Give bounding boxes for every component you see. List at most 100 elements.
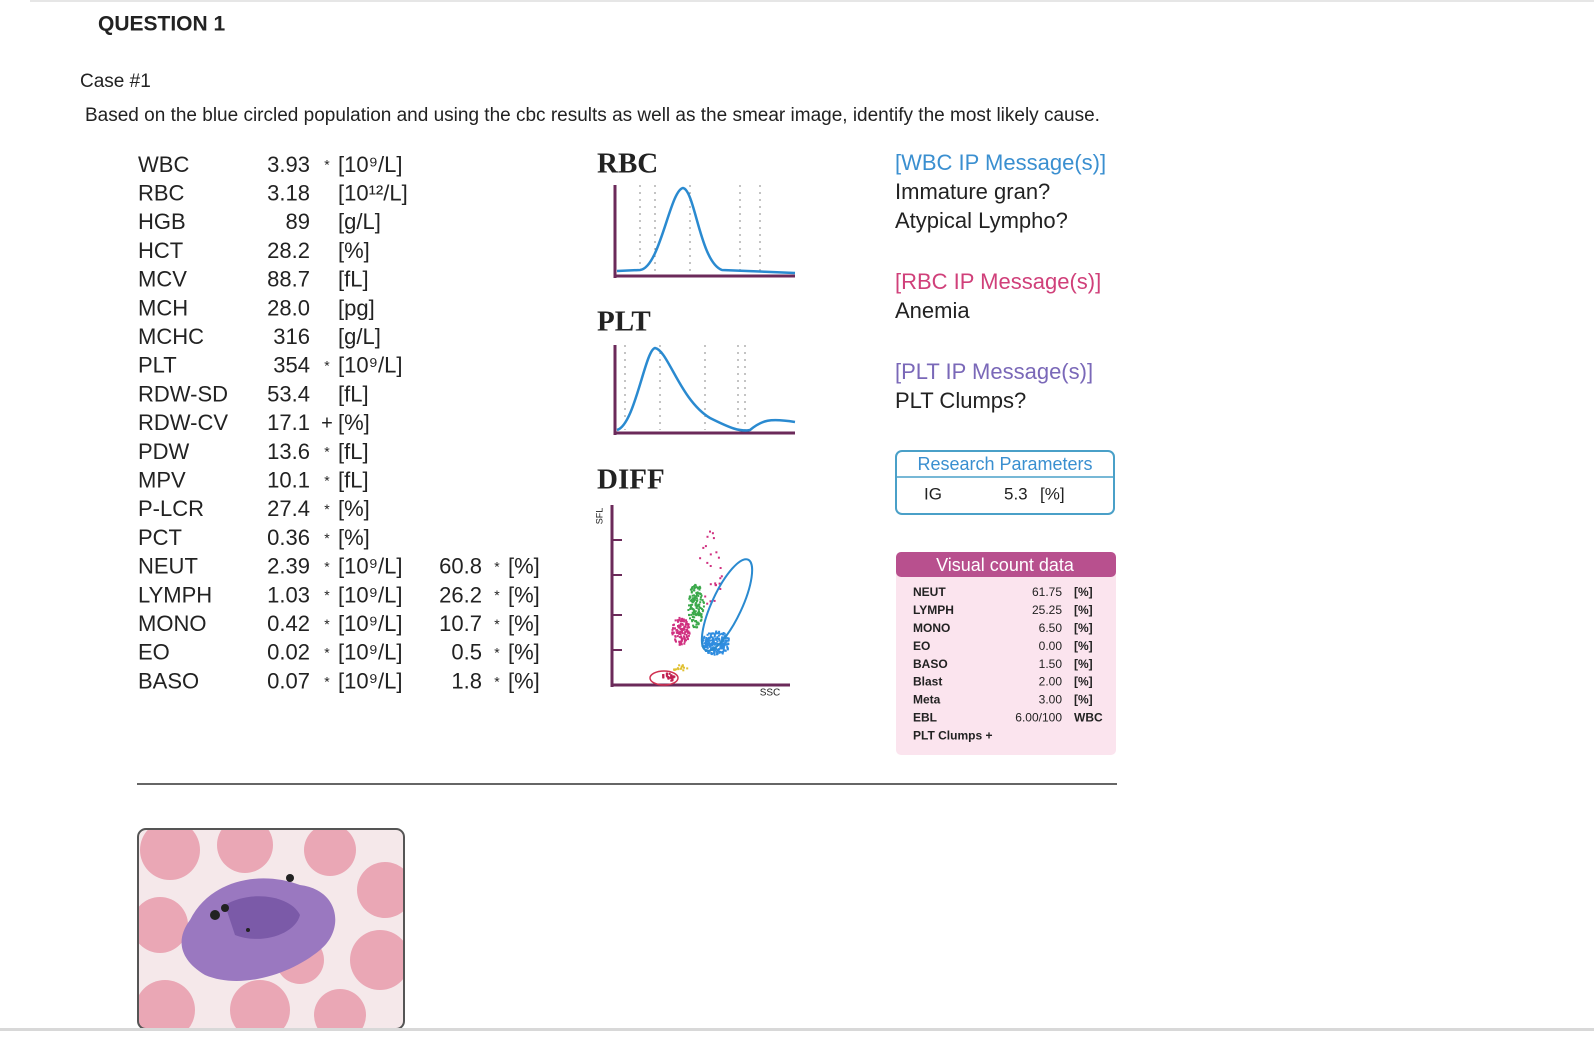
scatter-dot bbox=[712, 537, 715, 540]
pct-flag: * bbox=[494, 587, 500, 603]
research-unit: [%] bbox=[1040, 484, 1065, 503]
param-flag: * bbox=[324, 157, 330, 173]
scatter-dot bbox=[699, 596, 702, 599]
scatter-dot bbox=[699, 619, 702, 622]
param-flag: * bbox=[324, 616, 330, 632]
param-unit: [10⁹/L] bbox=[338, 353, 402, 378]
scatter-dot bbox=[690, 590, 693, 593]
scatter-dot bbox=[673, 627, 676, 630]
scatter-dot bbox=[680, 665, 683, 668]
scatter-dot bbox=[717, 634, 720, 637]
diff-x-axis: SSC bbox=[760, 688, 781, 699]
scatter-dot bbox=[689, 596, 692, 599]
scatter-dot bbox=[677, 625, 679, 627]
scatter-dot bbox=[709, 636, 712, 639]
scatter-dot bbox=[697, 594, 700, 597]
scatter-dot bbox=[713, 635, 716, 638]
scatter-dot bbox=[705, 640, 707, 643]
scatter-dot bbox=[722, 640, 725, 643]
scatter-dot bbox=[680, 667, 683, 670]
scatter-dot bbox=[678, 633, 681, 636]
count-unit: [%] bbox=[1074, 675, 1093, 689]
scatter-dot bbox=[680, 620, 683, 623]
scatter-dot bbox=[715, 650, 718, 653]
scatter-dot bbox=[682, 628, 685, 631]
scatter-dot bbox=[709, 600, 712, 603]
scatter-dot bbox=[718, 650, 721, 653]
param-name: WBC bbox=[138, 152, 189, 177]
scatter-dot bbox=[675, 640, 677, 643]
scatter-dot bbox=[723, 632, 726, 635]
scatter-dot bbox=[690, 598, 693, 601]
scatter-dot bbox=[717, 556, 720, 559]
param-name: PDW bbox=[138, 439, 190, 464]
scatter-dot bbox=[704, 646, 707, 649]
scatter-dot bbox=[715, 647, 718, 650]
scatter-dot bbox=[688, 604, 690, 607]
param-value: 17.1 bbox=[267, 410, 310, 435]
scatter-dot bbox=[727, 637, 730, 640]
scatter-dot bbox=[679, 640, 682, 643]
message-header: [WBC IP Message(s)] bbox=[895, 150, 1106, 175]
param-name: PLT bbox=[138, 353, 177, 378]
scatter-dot bbox=[679, 625, 682, 628]
scatter-dot bbox=[699, 586, 702, 589]
scatter-dot bbox=[685, 630, 688, 633]
research-box bbox=[895, 450, 1115, 515]
message-line: Atypical Lympho? bbox=[895, 208, 1068, 233]
message-header: [RBC IP Message(s)] bbox=[895, 269, 1101, 294]
scatter-dot bbox=[697, 592, 700, 595]
scatter-dot bbox=[706, 633, 709, 636]
scatter-dot bbox=[662, 676, 665, 678]
scatter-dot bbox=[714, 642, 717, 645]
scatter-dot bbox=[692, 618, 695, 621]
scatter-dot bbox=[682, 669, 685, 672]
param-value: 0.02 bbox=[267, 640, 310, 665]
param-unit: [%] bbox=[338, 238, 370, 263]
scatter-dot bbox=[682, 635, 685, 638]
count-name: EO bbox=[913, 639, 930, 653]
count-unit: [%] bbox=[1074, 603, 1093, 617]
scatter-dot bbox=[672, 627, 674, 630]
scatter-dot bbox=[693, 611, 696, 613]
pct-flag: * bbox=[494, 673, 500, 689]
scatter-dot bbox=[674, 638, 677, 641]
scatter-dot bbox=[678, 636, 681, 639]
scatter-dot bbox=[726, 645, 729, 648]
count-unit: [%] bbox=[1074, 621, 1093, 635]
param-unit: [10¹²/L] bbox=[338, 181, 408, 206]
scatter-dot bbox=[724, 643, 727, 646]
scatter-dot bbox=[693, 597, 696, 600]
research-title: Research Parameters bbox=[917, 454, 1092, 474]
scatter-dot bbox=[695, 606, 698, 609]
scatter-dot bbox=[677, 668, 680, 671]
scatter-dot bbox=[671, 631, 674, 634]
scatter-dot bbox=[678, 618, 681, 621]
param-flag: * bbox=[324, 587, 330, 603]
scatter-dot bbox=[695, 601, 698, 604]
scatter-dot bbox=[710, 642, 713, 645]
scatter-dot bbox=[685, 621, 688, 624]
scatter-dot bbox=[709, 639, 712, 642]
scatter-dot bbox=[727, 643, 730, 646]
scatter-dot bbox=[686, 628, 689, 631]
scatter-dot bbox=[684, 625, 687, 628]
scatter-dot bbox=[698, 612, 701, 614]
scatter-dot bbox=[678, 664, 681, 667]
scatter-dot bbox=[708, 636, 711, 639]
param-unit: [%] bbox=[338, 496, 370, 521]
scatter-dot bbox=[709, 530, 711, 533]
scatter-dot bbox=[695, 623, 698, 626]
param-flag: * bbox=[324, 444, 330, 460]
diff-scatter bbox=[610, 505, 790, 687]
scatter-dot bbox=[719, 646, 722, 649]
scatter-dot bbox=[702, 546, 705, 549]
param-name: EO bbox=[138, 640, 170, 665]
pct-unit: [%] bbox=[508, 668, 540, 693]
scatter-dot bbox=[676, 635, 679, 638]
scatter-dot bbox=[722, 644, 725, 647]
param-name: MPV bbox=[138, 468, 186, 493]
scatter-dot bbox=[676, 630, 679, 632]
scatter-dot bbox=[668, 676, 671, 679]
scatter-dot bbox=[681, 629, 684, 632]
